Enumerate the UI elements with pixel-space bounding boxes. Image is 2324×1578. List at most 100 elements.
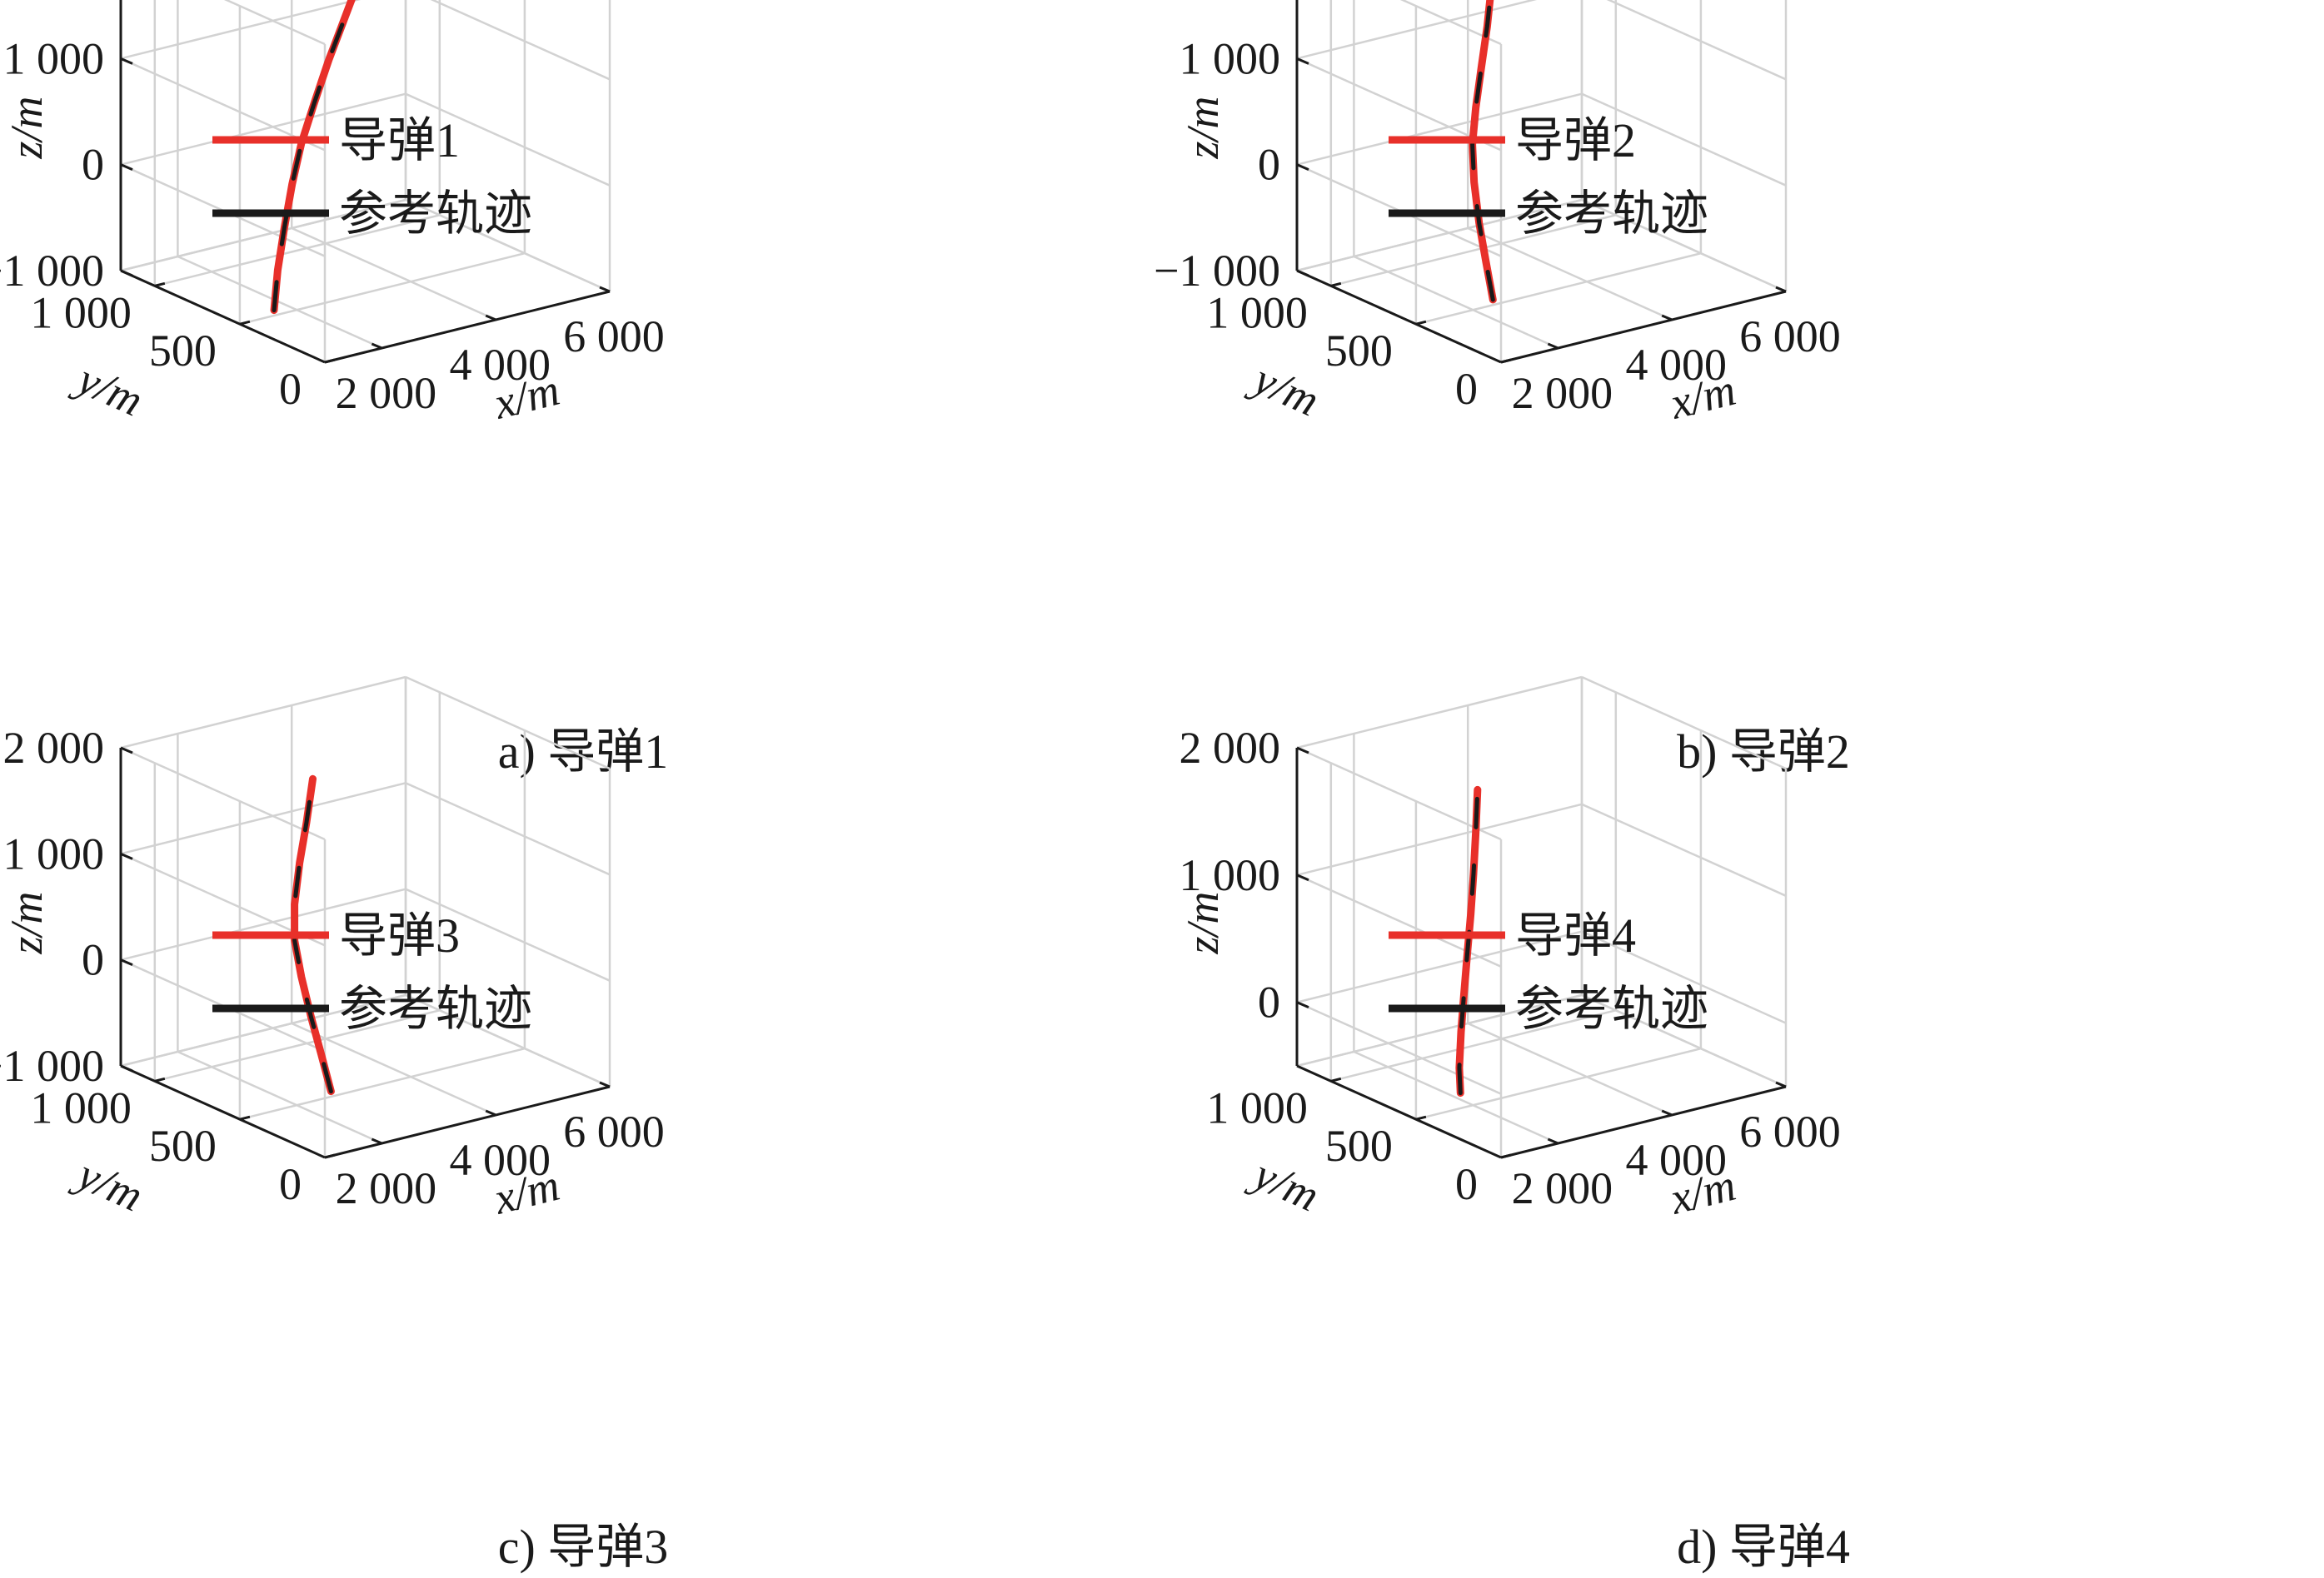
series-group [291,774,335,1096]
panel-caption: b) 导弹2 [1677,724,1850,779]
legend-label: 导弹3 [339,908,460,963]
y-tick-mark [154,1077,166,1083]
y-tick-mark [1330,1077,1342,1083]
grid-line [1296,930,1583,1003]
x-tick-label: 2 000 [1512,1163,1613,1213]
y-tick-label: 1 000 [30,287,132,337]
legend: 导弹1 参考轨迹 [212,113,532,241]
grid-line [405,675,611,770]
legend-label: 参考轨迹 [1515,982,1708,1036]
series-line-missile [1469,0,1497,304]
grid-line [1467,226,1673,321]
y-tick-label: 500 [149,1121,217,1171]
y-tick-mark [1500,1153,1512,1159]
z-tick-label: 0 [82,935,104,985]
grid-line [1330,214,1617,287]
z-tick-label: 0 [1258,978,1280,1028]
x-axis-line [324,1085,611,1159]
grid-line [154,214,441,287]
y-tick-mark [239,1115,251,1121]
series-line-reference [272,0,354,313]
x-tick-mark [371,342,382,350]
grid-line [1296,92,1583,166]
x-tick-label: 2 000 [1512,368,1613,418]
z-tick-label: −1 000 [0,246,104,296]
x-tick-mark [1775,1081,1787,1088]
x-tick-mark [371,1137,382,1145]
grid-line [1399,0,1502,46]
legend: 导弹2 参考轨迹 [1389,113,1708,241]
y-tick-mark [1415,320,1427,326]
grid-line [405,782,611,876]
grid-line [405,888,611,982]
z-tick-mark [1296,57,1309,65]
x-tick-label: 6 000 [563,311,665,361]
z-tick-mark [1296,1001,1309,1008]
x-tick-mark [1661,1109,1673,1117]
legend-label: 导弹1 [339,113,460,167]
legend-label: 参考轨迹 [339,187,532,241]
x-tick-mark [599,286,611,293]
y-tick-label: 0 [1455,364,1478,414]
series-line-reference [1470,0,1495,302]
z-tick-label: 2 000 [3,723,105,773]
panel-caption: a) 导弹1 [498,724,669,779]
z-axis-label: z/m [1178,97,1228,160]
x-axis-line [1500,1085,1787,1159]
grid-line [1581,930,1787,1024]
z-tick-mark [120,57,133,65]
y-tick-mark [324,358,336,364]
grid-line [430,0,611,81]
y-tick-mark [1415,1115,1427,1121]
y-tick-label: 1 000 [1206,1083,1308,1132]
grid-line [405,993,611,1088]
grid-line [120,675,406,749]
grid-line [120,782,406,855]
x-tick-label: 4 000 [1625,1135,1727,1185]
grid-line [223,0,326,46]
x-tick-mark [485,314,496,321]
grid-line [1581,198,1787,293]
y-tick-mark [1500,358,1512,364]
z-tick-mark [120,1064,133,1073]
legend: 导弹4 参考轨迹 [1389,908,1708,1036]
y-tick-label: 500 [1325,1121,1393,1171]
z-tick-label: 2 000 [1179,723,1281,773]
grid-line [239,251,526,326]
y-tick-mark [1330,281,1342,287]
y-axis-label: y/m [1243,1147,1326,1222]
z-axis-label: z/m [2,892,52,955]
grid-line [1296,746,1502,841]
grid-line [120,993,406,1068]
y-tick-label: 0 [279,364,302,414]
x-tick-label: 4 000 [449,340,551,390]
x-tick-mark [1661,314,1673,321]
grid-line [291,226,496,321]
y-tick-mark [154,281,166,287]
grid-line [239,1047,526,1121]
z-tick-label: 1 000 [1179,850,1281,900]
y-tick-label: 1 000 [30,1083,132,1132]
grid-line [120,92,406,166]
grid-line [1296,803,1583,877]
z-tick-label: −1 000 [0,1041,104,1091]
grid-line [1415,1047,1702,1121]
legend-label: 参考轨迹 [339,982,532,1036]
grid-line [1467,1022,1673,1117]
z-tick-mark [1296,163,1309,172]
z-tick-label: 0 [82,140,104,190]
series-line-reference [292,776,333,1094]
grid-line [1581,803,1787,897]
x-tick-mark [485,1109,496,1117]
y-tick-label: 0 [279,1159,302,1209]
x-tick-mark [1775,286,1787,293]
legend-label: 导弹4 [1515,908,1636,963]
grid-lines [119,0,611,364]
y-tick-label: 500 [1325,326,1393,376]
z-tick-label: 1 000 [3,829,105,879]
